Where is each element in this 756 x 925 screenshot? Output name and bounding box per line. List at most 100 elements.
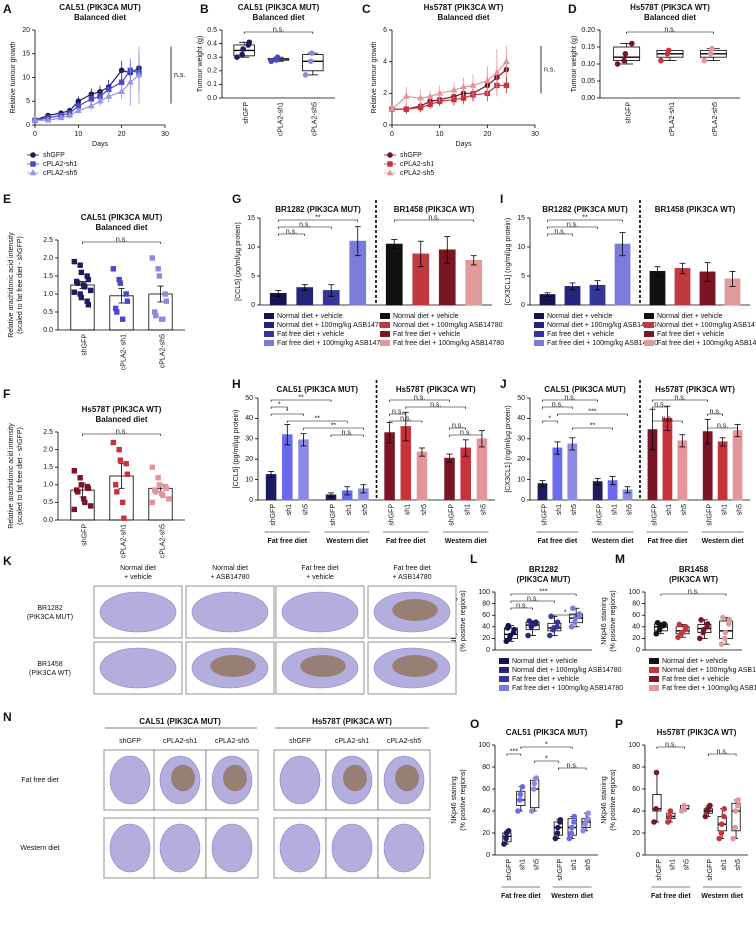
x-tick-label: cPLA2-sh5 [312,102,319,136]
marker [721,806,728,812]
panel-letter: N [3,710,12,724]
tissue-section [99,647,177,689]
legend-swatch [380,331,390,337]
y-tick-label: 40 [482,624,490,631]
series-line [392,69,507,110]
annotation-bracket [572,427,613,430]
marker [149,255,156,261]
marker [307,58,314,65]
y-tick-label: 40 [245,415,253,422]
marker [665,47,672,54]
y-tick-label: 40 [517,415,525,422]
bar [465,259,483,306]
marker [709,45,715,52]
annotation: n.s. [552,401,563,408]
y-tick-label: 60 [482,786,490,793]
marker [31,116,39,123]
tissue-stain [395,764,419,792]
marker [387,161,393,167]
column-header: Normal diet [212,565,248,572]
y-axis-label: NKp46 staining [601,597,608,645]
x-axis-label: Days [92,141,108,148]
legend-swatch [534,340,544,346]
y-axis-label: Tumour weight (g) [571,36,578,93]
marker [701,57,708,64]
chart-title: CAL51 (PIK3CA MUT) [238,3,320,12]
marker [707,802,713,809]
annotation: * [549,415,552,422]
annotation: ** [315,415,321,422]
row-label: BR1282 [37,605,62,612]
marker [505,622,512,629]
y-axis-label: NKp46 staining [451,776,458,824]
legend-label: Fat free diet + vehicle [547,331,614,338]
x-tick-label: sh5 [585,859,592,870]
annotation-bracket [660,593,727,596]
x-tick-label: sh1 [346,504,353,515]
marker [531,780,538,787]
legend-label: Fat free diet + vehicle [512,676,579,683]
legend-label: Normal diet + vehicle [393,313,459,320]
annotation: * [545,741,548,748]
marker [66,111,74,118]
marker [246,39,253,46]
chart-subtitle: Balanced diet [95,415,147,424]
y-tick-label: 0 [486,852,490,859]
y-tick-label: 5 [251,273,255,280]
marker [302,72,309,78]
annotation-bracket [534,760,559,763]
x-tick-label: sh1 [571,859,578,870]
chart-title: Hs578T (PIK3CA WT) [424,3,504,12]
tissue-stain [300,655,346,677]
legend-swatch [499,667,509,673]
row-label: BR1458 [37,661,62,668]
chart-title: CAL51 (PIK3CA MUT) [506,728,588,737]
marker [525,632,531,639]
annotation: n.s. [527,595,538,602]
y-tick-label: 0 [383,122,387,129]
tissue-stain [392,655,438,677]
x-tick-label: sh1 [556,504,563,515]
annotation-bracket [393,219,475,222]
y-axis-label: (% positive regions) [610,769,617,830]
y-tick-label: 2.5 [43,237,53,244]
marker [651,819,657,825]
legend-label: Fat free diet + 100mg/kg ASB14780 [512,685,623,692]
marker [698,617,704,623]
y-tick-label: 5 [521,273,525,280]
chart-subtitle: Balanced diet [95,223,147,232]
marker [77,475,83,481]
marker [160,492,166,499]
x-tick-label: 0 [390,131,394,138]
marker [387,152,393,158]
y-tick-label: 20 [245,456,253,463]
marker [87,102,95,109]
column-header: + ASB14780 [392,574,431,581]
annotation: n.s. [116,428,127,435]
y-tick-label: 0.10 [581,61,595,68]
x-tick-label: sh1 [670,859,677,870]
marker [75,280,81,286]
marker [123,291,129,297]
annotation-bracket [389,420,423,423]
bar [567,443,578,501]
y-axis-label: (% positive regions) [610,590,617,651]
row-label: (PIK3CA MUT) [27,614,73,621]
panel-letter: A [3,2,12,16]
panel-letter: G [232,192,241,206]
y-tick-label: 0.5 [207,27,217,34]
y-tick-label: 2.0 [43,255,53,262]
x-tick-label: 20 [483,131,491,138]
marker [105,92,113,99]
annotation-bracket [652,399,708,402]
group-title: CAL51 (PIK3CA MUT) [277,385,359,394]
marker [71,468,78,474]
x-tick-label: cPLA2- sh1 [120,334,127,370]
marker [654,619,661,626]
marker [571,819,577,825]
y-tick-label: 30 [245,436,253,443]
y-tick-label: 2.0 [43,446,53,453]
marker [126,78,134,85]
annotation-bracket [243,31,314,34]
legend-label: Normal diet + 100mg/kg ASB14780 [547,322,657,329]
